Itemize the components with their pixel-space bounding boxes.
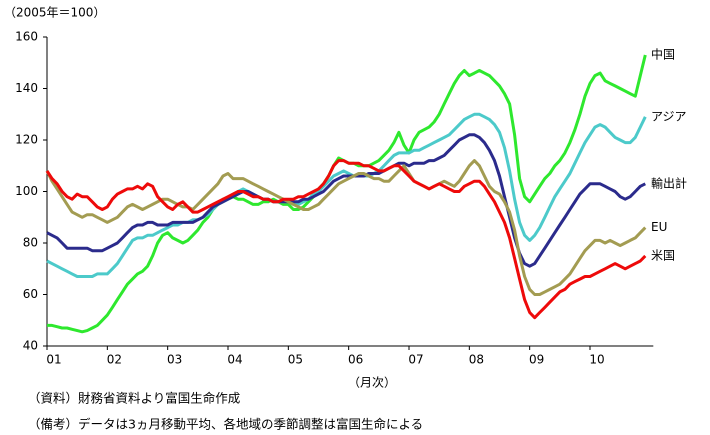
y-tick-label: 120 <box>15 133 38 147</box>
source-note: （資料）財務省資料より富国生命作成 <box>28 391 240 406</box>
x-tick-label: 09 <box>529 353 544 367</box>
series-line <box>46 112 647 278</box>
series-label: EU <box>651 220 667 234</box>
y-unit-label: （2005年＝100） <box>4 6 105 20</box>
series-label: アジア <box>651 109 687 123</box>
series-label: 中国 <box>651 47 675 62</box>
x-tick-label: 08 <box>469 353 484 367</box>
remark-note: （備考）データは3ヵ月移動平均、各地域の季節調整は富国生命による <box>28 417 423 432</box>
series-label: 輸出計 <box>651 175 687 190</box>
y-tick-label: 60 <box>23 287 38 301</box>
x-tick-label: 02 <box>107 353 122 367</box>
series-label: 米国 <box>651 248 675 262</box>
y-tick-label: 160 <box>15 30 38 44</box>
x-tick-label: 06 <box>348 353 363 367</box>
x-tick-label: 07 <box>408 353 423 367</box>
x-tick-label: 04 <box>227 353 242 367</box>
x-tick-label: 03 <box>167 353 182 367</box>
y-tick-label: 80 <box>23 236 38 250</box>
y-tick-label: 100 <box>15 184 38 198</box>
x-tick-label: 10 <box>589 353 604 367</box>
y-tick-label: 40 <box>23 339 38 353</box>
series-line <box>45 159 647 296</box>
x-axis-label: （月次） <box>348 376 396 390</box>
series-line <box>45 159 647 320</box>
series-line <box>46 133 646 268</box>
y-tick-label: 140 <box>15 81 38 95</box>
x-tick-label: 01 <box>46 353 61 367</box>
x-tick-label: 05 <box>288 353 303 367</box>
